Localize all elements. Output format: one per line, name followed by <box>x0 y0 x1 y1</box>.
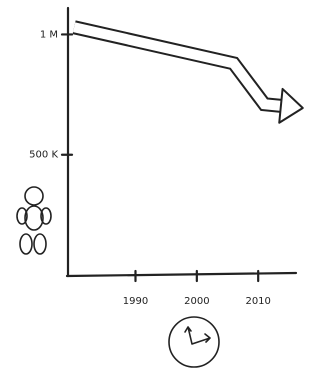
y-tick-label: 500 K <box>29 150 58 161</box>
y-tick-label: 1 M <box>40 29 58 40</box>
x-tick-label: 2000 <box>184 296 209 307</box>
x-tick-label: 1990 <box>123 296 148 307</box>
page: {"chart_data": {"type": "line", "x": [19… <box>0 0 320 374</box>
x-tick-label: 2010 <box>245 296 270 307</box>
chart: 1 M 500 K 1990 2000 2010 <box>0 0 305 374</box>
person-icon <box>17 187 51 254</box>
clock-icon <box>169 317 219 367</box>
x-axis <box>67 273 296 276</box>
trend-arrow-inner <box>74 27 289 106</box>
arrow-head <box>279 89 303 123</box>
